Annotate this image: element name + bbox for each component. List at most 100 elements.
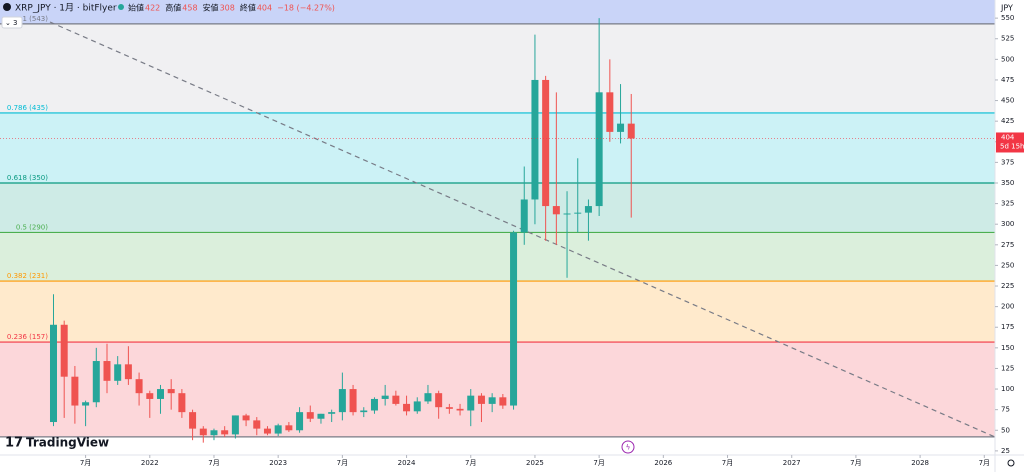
candle-body [296,412,304,431]
candle-body [584,206,592,213]
ohlc-label: 終値 [240,3,256,13]
candle-body [499,397,507,406]
y-tick-label: 550 [1001,14,1014,22]
candle-body [71,376,79,406]
x-tick-label: 2027 [783,459,801,467]
candle-body [542,79,550,207]
candle-body [124,364,132,380]
ohlc-value: 422 [145,4,160,13]
settings-icon[interactable] [1007,459,1015,467]
x-tick-label: 2025 [526,459,544,467]
fib-label: 1 (543) [22,15,48,23]
fib-label: 0.5 (290) [16,223,48,231]
last-price-box [996,132,1024,153]
candle-body [306,412,314,419]
candle-body [531,79,539,200]
x-tick-label: 2023 [269,459,287,467]
brand: 𝟭𝟳 TradingView [5,436,109,451]
y-tick-label: 75 [1001,406,1010,414]
candle-body [617,123,625,132]
candle-body [156,389,164,399]
candle-body [242,415,250,421]
y-tick-label: 325 [1001,200,1014,208]
fib-band [0,23,995,113]
candle-body [435,393,443,408]
fib-band [0,342,995,437]
candle-body [103,361,111,381]
candle-body [445,407,453,409]
fib-label: 0.618 (350) [7,174,48,182]
candle-body [178,393,186,413]
fib-band [0,182,995,233]
candle-body [403,403,411,412]
candle-body [167,389,175,394]
candle-body [146,393,154,399]
candle-body [370,398,378,411]
y-tick-label: 250 [1001,261,1014,269]
candle-body [328,412,336,414]
symbol-icon [3,3,11,11]
candle-body [210,430,218,436]
ohlc-value: 458 [182,4,197,13]
candle-body [360,410,368,413]
event-bolt: ϟ [626,444,631,452]
fib-band [0,112,995,183]
candle-body [199,428,207,436]
x-tick-label: 7月 [337,459,348,467]
y-tick-label: 300 [1001,220,1014,228]
candle-body [82,402,90,406]
ohlc-label: 高値 [165,3,181,13]
y-tick-label: 125 [1001,364,1014,372]
y-tick-label: 500 [1001,55,1014,63]
candle-body [392,395,400,404]
candle-body [135,379,143,394]
candle-body [627,123,635,139]
y-tick-label: 375 [1001,158,1014,166]
countdown: 5d 15h [1000,142,1024,150]
toggle-arrow: ⌄ [5,19,11,27]
x-tick-label: 7月 [465,459,476,467]
x-tick-label: 7月 [80,459,91,467]
candle-body [413,401,421,412]
y-tick-label: 225 [1001,282,1014,290]
y-tick-label: 50 [1001,426,1010,434]
candle-body [263,428,271,434]
candle-body [253,420,261,429]
top-band [0,0,995,24]
candle-body [114,364,122,381]
status-dot [118,4,124,10]
candle-body [574,212,582,214]
candle-body [477,395,485,404]
candle-body [317,413,325,419]
last-price: 404 [1001,133,1015,141]
candle-body [60,324,68,377]
x-tick-label: 7月 [722,459,733,467]
x-tick-label: 7月 [850,459,861,467]
y-tick-label: 525 [1001,35,1014,43]
x-tick-label: 2026 [654,459,672,467]
candle-body [274,425,282,434]
event-icon[interactable] [621,440,635,454]
header: XRP_JPY · 1月 · bitFlyer 始値 422 高値 458 安値 308 終… [1,3,335,29]
candle-body [552,206,560,215]
ohlc-label: 始値 [128,3,144,13]
candle-body [338,389,346,413]
candle-body [595,92,603,207]
candle-body [92,361,100,403]
fib-label: 0.236 (157) [7,333,48,341]
y-tick-label: 100 [1001,385,1014,393]
plot-bg [0,0,995,455]
y-tick-label: 200 [1001,303,1014,311]
candle-body [563,213,571,215]
y-tick-label: 150 [1001,344,1014,352]
candle-body [221,430,229,435]
indicator-toggle[interactable] [1,16,23,29]
candle-body [49,324,57,423]
brand-name: TradingView [26,436,109,450]
fib-label: 0.786 (435) [7,104,48,112]
candle-body [189,412,197,429]
y-tick-label: 275 [1001,241,1014,249]
change: −18 (−4.27%) [277,4,335,13]
